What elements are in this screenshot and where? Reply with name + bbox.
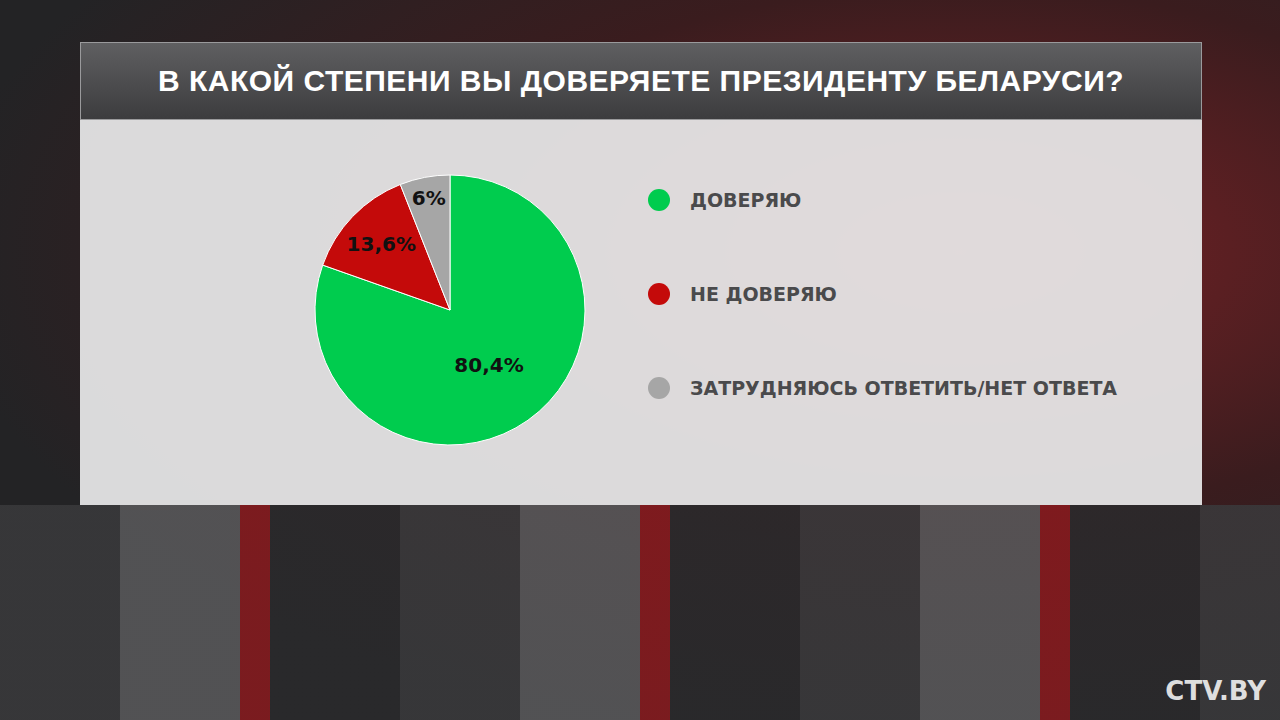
html-text:ДОВЕРЯЮ: ДОВЕРЯЮ [690, 189, 802, 211]
svg-text:80,4%: 80,4% [454, 353, 523, 377]
svg-text:13,6%: 13,6% [347, 232, 416, 256]
html-text:НЕ ДОВЕРЯЮ: НЕ ДОВЕРЯЮ [690, 283, 837, 305]
svg-text:6%: 6% [412, 186, 446, 210]
html-text:ЗАТРУДНЯЮСЬ ОТВЕТИТЬ/НЕТ ОТВЕТ: ЗАТРУДНЯЮСЬ ОТВЕТИТЬ/НЕТ ОТВЕТА [690, 377, 1117, 399]
html-text:CTV.BY: CTV.BY [1165, 676, 1266, 706]
html-text:В КАКОЙ СТЕПЕНИ ВЫ ДОВЕРЯЕТЕ П: В КАКОЙ СТЕПЕНИ ВЫ ДОВЕРЯЕТЕ ПРЕЗИДЕНТУ … [158, 64, 1124, 97]
